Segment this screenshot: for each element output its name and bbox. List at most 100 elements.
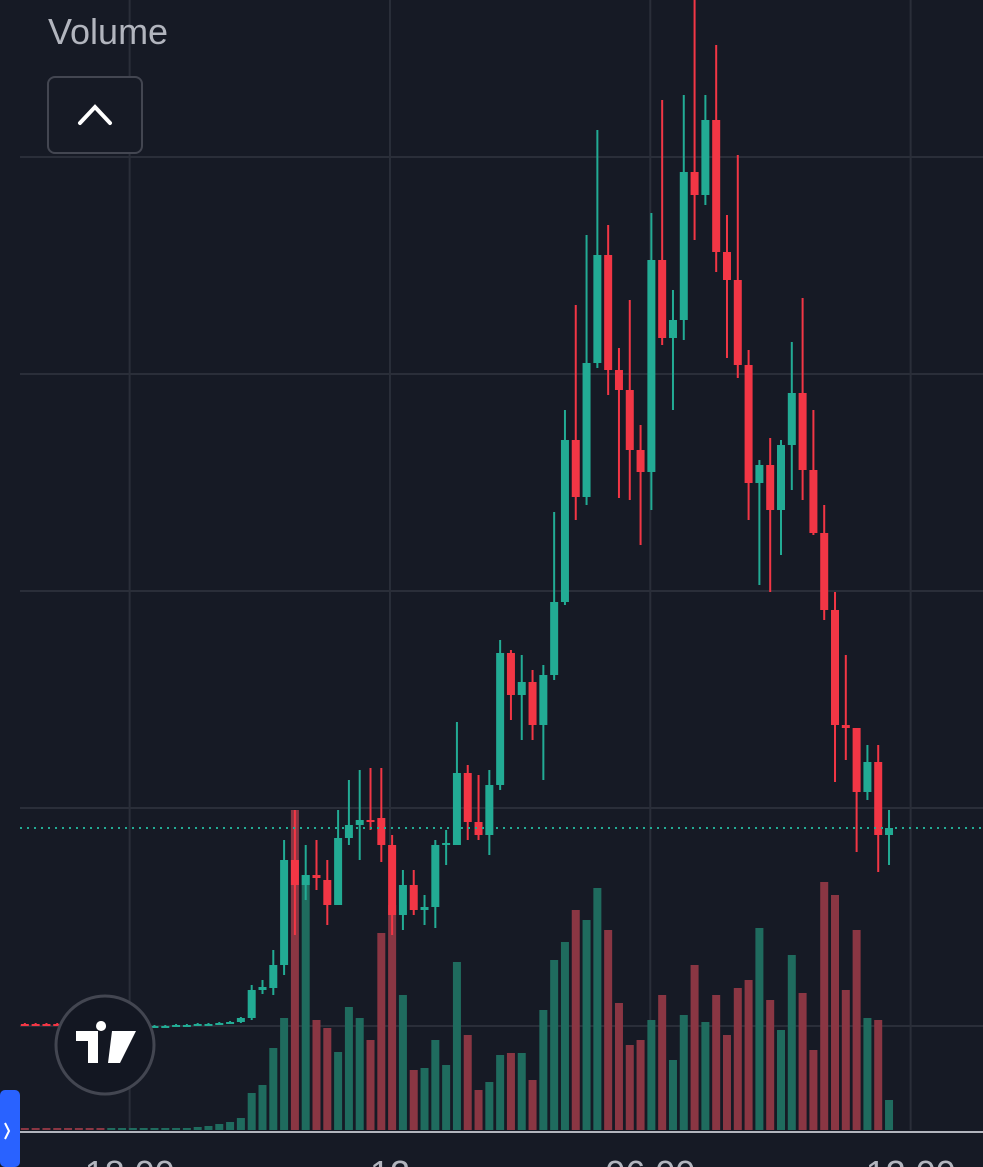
candles — [20, 0, 983, 1028]
volume-bar — [215, 1124, 224, 1130]
volume-bar — [528, 1080, 537, 1130]
volume-bar — [269, 1048, 278, 1130]
candle-body — [874, 762, 883, 835]
candle-body — [787, 393, 796, 445]
volume-bar — [53, 1128, 62, 1130]
candle-body — [193, 1024, 202, 1026]
volume-bar — [290, 810, 299, 1130]
candle-body — [604, 255, 613, 370]
volume-bar — [701, 1022, 710, 1130]
candle-body — [182, 1025, 191, 1027]
x-tick-label: 18:00 — [85, 1153, 175, 1167]
volume-bar — [841, 990, 850, 1130]
volume-bar — [560, 942, 569, 1130]
candle-body — [312, 875, 321, 878]
candle-body — [766, 465, 775, 510]
volume-bar — [64, 1128, 73, 1130]
candle-body — [582, 363, 591, 497]
candle-body — [409, 885, 418, 910]
volume-bar — [690, 965, 699, 1130]
volume-bar — [280, 1018, 289, 1130]
volume-bar — [31, 1128, 40, 1130]
logo-mark[interactable] — [76, 1021, 136, 1063]
candle-body — [539, 675, 548, 725]
volume-bar — [668, 1060, 677, 1130]
candle-body — [571, 440, 580, 497]
volume-bar — [679, 1015, 688, 1130]
volume-bar — [506, 1053, 515, 1130]
candle-body — [172, 1025, 181, 1027]
volume-bar — [798, 993, 807, 1130]
volume-bar — [388, 905, 397, 1130]
candle-body — [442, 843, 451, 845]
chevron-icon[interactable] — [78, 104, 112, 125]
volume-bar — [625, 1045, 634, 1130]
volume-bar — [20, 1128, 29, 1130]
volume-bar — [366, 1040, 375, 1130]
candle-body — [474, 822, 483, 835]
chart-title: Volume — [48, 11, 168, 52]
volume-bar — [604, 930, 613, 1130]
candle-body — [614, 370, 623, 390]
volume-bar — [193, 1127, 202, 1130]
volume-bar — [442, 1065, 451, 1130]
candle-body — [42, 1024, 51, 1026]
volume-bar — [182, 1128, 191, 1130]
side-tab[interactable] — [0, 1090, 20, 1167]
volume-bar — [301, 875, 310, 1130]
volume-bar — [863, 1018, 872, 1130]
tradingview-logo[interactable] — [54, 994, 156, 1096]
candle-body — [236, 1018, 245, 1022]
candle-body — [323, 880, 332, 905]
volume-bar — [874, 1020, 883, 1130]
volume-bar — [344, 1007, 353, 1130]
candle-body — [690, 172, 699, 195]
volume-bar — [496, 1055, 505, 1130]
volume-bar — [334, 1052, 343, 1130]
volume-bar — [139, 1128, 148, 1130]
candle-body — [280, 860, 289, 965]
candle-body — [506, 653, 515, 695]
candle-body — [366, 820, 375, 822]
volume-bar — [852, 930, 861, 1130]
volume-bar — [420, 1068, 429, 1130]
candle-body — [679, 172, 688, 320]
collapse-button[interactable] — [47, 76, 143, 154]
candle-body — [560, 440, 569, 602]
volume-bar — [74, 1128, 83, 1130]
candle-body — [550, 602, 559, 675]
volume-bar — [452, 962, 461, 1130]
candle-body — [485, 785, 494, 835]
volume-bar — [636, 1040, 645, 1130]
candle-body — [452, 773, 461, 845]
candle-body — [301, 875, 310, 885]
volume-bar — [766, 1000, 775, 1130]
volume-bar — [647, 1020, 656, 1130]
candle-body — [658, 260, 667, 338]
candle-body — [398, 885, 407, 915]
candle-body — [668, 320, 677, 338]
side-tab-arrow[interactable] — [4, 1122, 11, 1140]
candle-body — [722, 252, 731, 280]
candle-body — [852, 728, 861, 792]
candle-body — [215, 1023, 224, 1025]
candle-body — [226, 1022, 235, 1024]
volume-bar — [755, 928, 764, 1130]
candle-body — [269, 965, 278, 988]
candle-body — [344, 825, 353, 838]
candle-body — [150, 1026, 159, 1028]
volume-bars — [20, 810, 894, 1130]
candle-body — [377, 818, 386, 845]
volume-bar — [172, 1128, 181, 1130]
candle-body — [161, 1026, 170, 1028]
logo-circle[interactable] — [54, 994, 156, 1096]
volume-bar — [820, 882, 829, 1130]
candle-body — [53, 1024, 62, 1026]
volume-bar — [809, 1050, 818, 1130]
volume-bar — [236, 1118, 245, 1130]
volume-bar — [593, 888, 602, 1130]
button-frame[interactable] — [47, 76, 143, 154]
candle-body — [712, 120, 721, 252]
volume-bar — [485, 1082, 494, 1130]
volume-bar — [539, 1010, 548, 1130]
